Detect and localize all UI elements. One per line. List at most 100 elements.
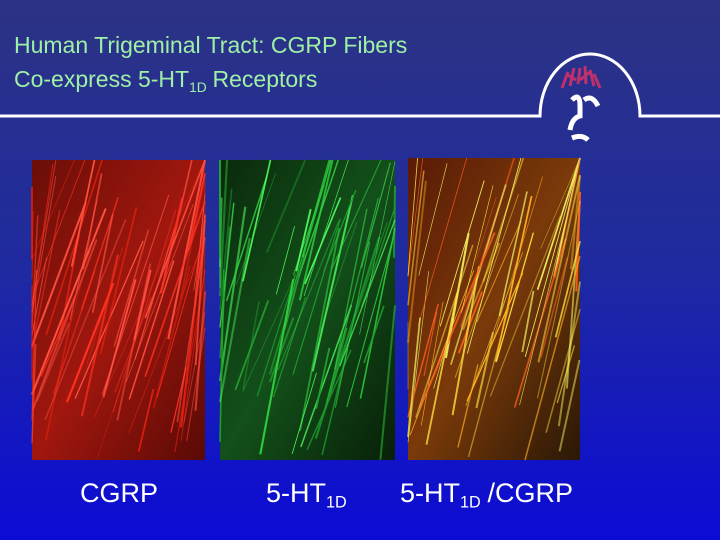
fiber [423, 311, 438, 376]
fiber [439, 180, 485, 327]
fiber [557, 281, 581, 427]
fiber [457, 364, 479, 448]
title-subscript: 1D [189, 79, 207, 95]
title-line: Human Trigeminal Tract: CGRP Fibers [14, 32, 408, 58]
fiber [112, 209, 177, 413]
fiber [299, 227, 341, 431]
fiber [451, 266, 480, 416]
fiber [295, 208, 312, 272]
fiber [31, 270, 37, 421]
fiber [187, 173, 206, 251]
fiber [524, 157, 581, 358]
fiber [407, 271, 430, 443]
fiber [242, 268, 299, 393]
fiber [277, 220, 340, 371]
fiber [152, 266, 191, 409]
fiber [194, 214, 206, 366]
fiber [31, 159, 57, 306]
fiber [242, 301, 260, 390]
label-subscript: 1D [460, 493, 481, 512]
fiber [80, 254, 119, 417]
fiber [476, 220, 522, 323]
fiber [407, 303, 439, 418]
5ht1d-image [218, 159, 397, 460]
fiber [144, 201, 206, 377]
fiber [524, 255, 581, 461]
fiber [420, 301, 444, 426]
fiber [323, 189, 357, 272]
fiber [363, 305, 385, 364]
fiber [218, 237, 251, 403]
fiber [462, 242, 501, 330]
fiber [291, 372, 317, 454]
fiber [176, 236, 206, 423]
fiber [96, 390, 120, 459]
fiber [144, 159, 206, 319]
fiber [536, 200, 581, 399]
title-line: Co-express 5-HT1D Receptors [14, 66, 317, 95]
fiber [82, 173, 103, 270]
fiber [407, 317, 421, 438]
fiber [475, 197, 497, 261]
fiber [269, 317, 295, 383]
fiber [311, 195, 354, 372]
fiber [454, 193, 519, 378]
fiber [91, 214, 114, 313]
fiber [116, 263, 152, 421]
fiber [407, 170, 425, 306]
title-text: Receptors [212, 66, 318, 92]
fiber [519, 219, 567, 406]
fiber [137, 388, 155, 452]
fiber [498, 191, 528, 317]
merged-image [407, 157, 582, 461]
fiber [183, 312, 206, 423]
fiber [219, 188, 233, 311]
fiber [495, 232, 534, 362]
fiber [360, 162, 391, 269]
fiber [575, 191, 582, 292]
fiber [304, 197, 342, 285]
label-text: 5-HT [400, 478, 460, 508]
fiber [265, 159, 307, 253]
fiber [466, 157, 522, 354]
fiber [334, 208, 368, 370]
fiber [425, 293, 458, 445]
fiber [167, 159, 207, 340]
fiber [417, 157, 468, 326]
fiber [339, 219, 396, 367]
fiber [102, 279, 137, 398]
fiber [31, 208, 107, 395]
fiber [558, 359, 581, 452]
fiber [180, 269, 206, 441]
fiber [418, 232, 496, 409]
fiber [359, 161, 396, 335]
fiber [298, 159, 334, 301]
fiber [70, 159, 96, 267]
fiber [31, 202, 87, 347]
fiber [418, 163, 448, 276]
cgrp-image [31, 159, 207, 460]
fiber [360, 206, 396, 308]
fiber [225, 175, 268, 302]
fiber [314, 236, 381, 439]
fiber [407, 180, 427, 343]
fiber [415, 244, 474, 418]
fiber [128, 240, 205, 434]
fiber [31, 159, 76, 260]
fiber [379, 305, 397, 460]
fiber [162, 159, 206, 253]
fiber [32, 239, 98, 409]
fiber [93, 240, 172, 418]
header-rule [0, 52, 720, 118]
fiber [540, 257, 569, 358]
fiber [52, 271, 96, 395]
fiber [407, 157, 424, 277]
fiber [218, 159, 229, 297]
fiber [31, 344, 37, 444]
fiber [457, 291, 483, 354]
fiber [537, 175, 581, 363]
panel-label: 5-HT1D [266, 478, 347, 513]
fiber [256, 274, 297, 397]
